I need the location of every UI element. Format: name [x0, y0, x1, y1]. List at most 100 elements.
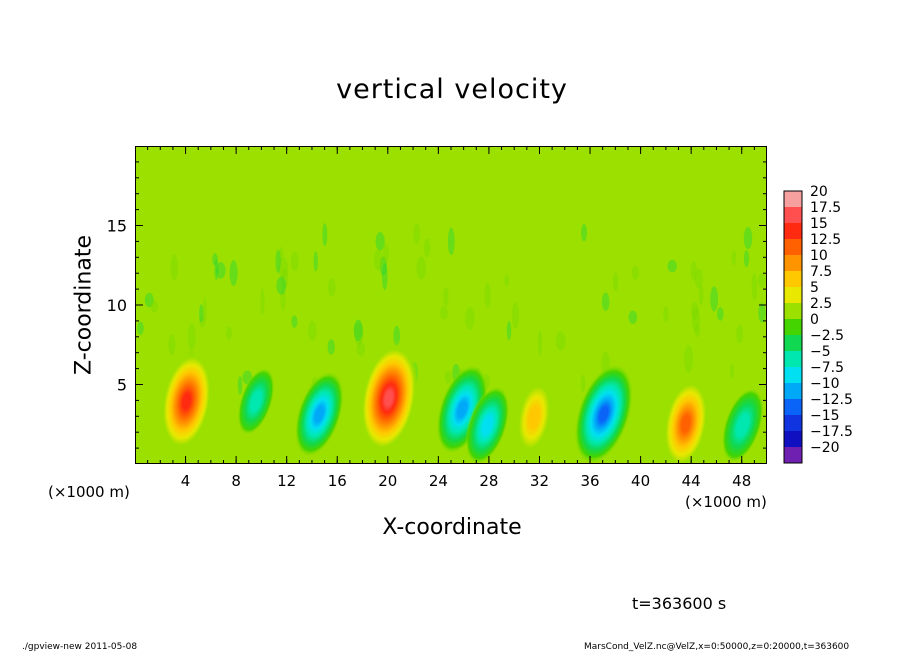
- texture-streak: [555, 331, 566, 351]
- x-unit-label-left: (×1000 m): [48, 483, 130, 501]
- texture-streak: [308, 320, 317, 341]
- feature-updraft-8: [662, 377, 710, 463]
- feature-updraft-3: [358, 340, 420, 456]
- texture-streak: [504, 274, 509, 287]
- texture-streak: [393, 325, 401, 346]
- colorbar-swatch: [784, 383, 802, 400]
- texture-streak: [758, 303, 766, 323]
- x-tick-label: 44: [682, 472, 701, 490]
- texture-streak: [447, 227, 455, 256]
- x-axis-label: X-coordinate: [382, 515, 522, 540]
- colorbar-swatch: [784, 431, 802, 448]
- colorbar-label: 2.5: [810, 296, 832, 312]
- x-tick-label: 8: [231, 472, 241, 490]
- texture-streak: [416, 256, 427, 280]
- colorbar-label: 10: [810, 248, 828, 264]
- texture-streak: [663, 305, 669, 322]
- texture-streak: [353, 321, 364, 338]
- texture-streak: [322, 223, 328, 247]
- colorbar-swatch: [784, 239, 802, 256]
- texture-streak: [423, 238, 431, 258]
- texture-streak: [413, 223, 421, 244]
- texture-streak: [743, 250, 750, 267]
- texture-streak: [612, 272, 619, 292]
- colorbar-label: −10: [810, 376, 840, 392]
- y-axis-label: Z-coordinate: [71, 235, 97, 375]
- texture-streak: [327, 339, 335, 355]
- texture-streak: [631, 265, 640, 281]
- colorbar-swatch: [784, 447, 802, 464]
- texture-streak: [214, 259, 219, 280]
- texture-streak: [237, 376, 243, 395]
- texture-streak: [684, 344, 694, 373]
- texture-streak: [279, 246, 284, 261]
- texture-streak: [710, 286, 719, 312]
- texture-streak: [229, 260, 238, 287]
- colorbar-label: 20: [810, 184, 828, 200]
- texture-streak: [690, 301, 699, 320]
- colorbar-label: 5: [810, 280, 819, 296]
- texture-streak: [628, 310, 638, 324]
- texture-streak: [353, 319, 363, 342]
- texture-streak: [375, 232, 385, 251]
- colorbar-label: 15: [810, 216, 828, 232]
- texture-streak: [187, 323, 196, 351]
- texture-streak: [212, 253, 218, 266]
- feature-weak-downdraft-1: [237, 367, 275, 436]
- x-tick-label: 24: [429, 472, 448, 490]
- colorbar-label: −7.5: [810, 360, 844, 376]
- y-tick-label: 5: [117, 376, 127, 395]
- texture-streak: [381, 262, 388, 291]
- texture-streak: [716, 307, 724, 321]
- colorbar-label: −20: [810, 440, 840, 456]
- texture-streak: [511, 302, 520, 329]
- x-tick-label: 12: [277, 472, 296, 490]
- texture-streak: [601, 292, 610, 311]
- texture-streak: [691, 307, 701, 332]
- texture-streak: [690, 260, 697, 281]
- texture-streak: [537, 329, 543, 356]
- time-label: t=363600 s: [632, 594, 727, 613]
- colorbar-label: 0: [810, 312, 819, 328]
- colorbar-swatch: [784, 319, 802, 336]
- texture-streak: [137, 321, 144, 336]
- feature-downdraft-9: [721, 387, 764, 463]
- x-tick-label: 40: [631, 472, 650, 490]
- program-footer: ./gpview-new 2011-05-08: [22, 642, 138, 652]
- feature-downdraft-7: [574, 363, 634, 463]
- feature-downdraft-5: [465, 386, 510, 463]
- texture-streak: [327, 278, 336, 297]
- texture-streak: [736, 324, 744, 344]
- texture-streak: [581, 223, 588, 242]
- colorbar-swatch: [784, 303, 802, 320]
- texture-streak: [580, 374, 586, 392]
- texture-streak: [313, 251, 318, 272]
- x-unit-label-right: (×1000 m): [685, 493, 767, 511]
- texture-streak: [373, 249, 383, 271]
- texture-streak: [484, 282, 491, 308]
- texture-streak: [215, 262, 226, 279]
- texture-streak: [465, 307, 475, 330]
- texture-streak: [444, 370, 452, 384]
- y-tick-label: 10: [107, 296, 127, 315]
- texture-streak: [278, 257, 288, 279]
- texture-streak: [379, 256, 387, 276]
- heatmap-field: [136, 147, 766, 463]
- x-tick-label: 28: [479, 472, 498, 490]
- colorbar-label: 17.5: [810, 200, 841, 216]
- texture-streak: [199, 304, 204, 323]
- texture-streak: [667, 259, 677, 273]
- colorbar-label: −2.5: [810, 328, 844, 344]
- colorbar-label: −15: [810, 408, 840, 424]
- texture-streak: [280, 286, 286, 311]
- source-footer: MarsCond_VelZ.nc@VelZ,x=0:50000,z=0:2000…: [584, 642, 850, 652]
- texture-streak: [731, 250, 737, 266]
- colorbar-swatch: [784, 255, 802, 272]
- texture-streak: [225, 326, 232, 340]
- texture-streak: [144, 292, 154, 308]
- texture-streak: [506, 321, 512, 341]
- y-tick-label: 15: [107, 217, 127, 236]
- colorbar-swatch: [784, 223, 802, 240]
- colorbar-swatch: [784, 415, 802, 432]
- colorbar-swatch: [784, 271, 802, 288]
